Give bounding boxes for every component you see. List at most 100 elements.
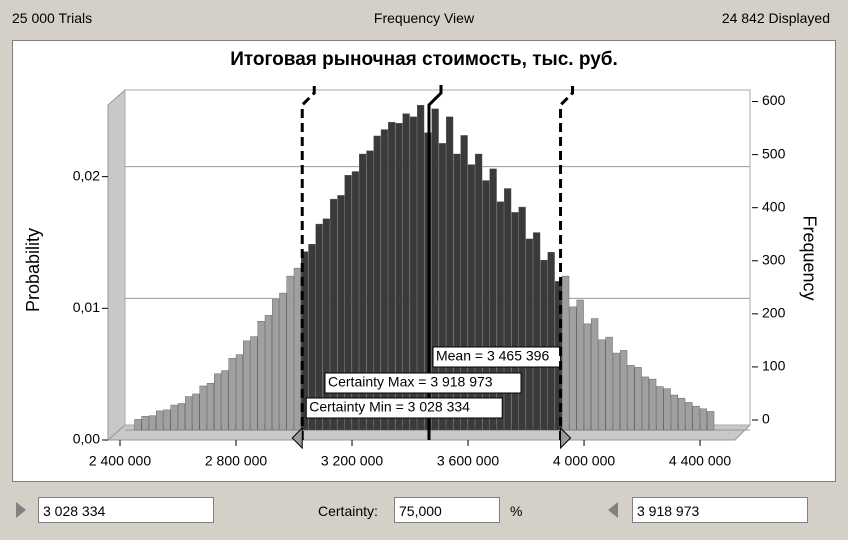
- y-tick-label: 0,01: [73, 299, 100, 315]
- bar: [699, 408, 707, 431]
- bar: [685, 402, 693, 431]
- y2-tick-label: 400: [762, 198, 786, 214]
- x-tick-label: 3 600 000: [437, 453, 499, 469]
- certainty-field[interactable]: 75,000: [394, 497, 500, 523]
- bar: [330, 198, 338, 431]
- bar: [293, 267, 301, 431]
- bar: [620, 350, 628, 431]
- bar: [308, 244, 316, 431]
- bar: [504, 188, 512, 431]
- y2-tick-label: 600: [762, 92, 786, 108]
- y-tick-label: 0,02: [73, 167, 100, 183]
- y2-tick-label: 0: [762, 411, 770, 427]
- bar: [235, 354, 243, 431]
- bar: [489, 168, 497, 431]
- bar: [185, 396, 193, 431]
- bar: [395, 123, 403, 431]
- bar: [576, 299, 584, 431]
- marker-label: Mean = 3 465 396: [436, 348, 549, 364]
- bar: [641, 376, 649, 431]
- y2-axis-label: Frequency: [799, 215, 819, 300]
- bar: [598, 339, 606, 431]
- bar: [243, 340, 251, 431]
- bar: [373, 135, 381, 431]
- x-tick-label: 2 800 000: [205, 453, 267, 469]
- certainty-max-line: [559, 85, 575, 440]
- bar: [156, 410, 164, 431]
- bar: [692, 405, 700, 431]
- bar: [206, 383, 214, 431]
- bar: [496, 201, 504, 431]
- x-tick-label: 2 400 000: [89, 453, 151, 469]
- view-name: Frequency View: [373, 10, 475, 26]
- min-field[interactable]: 3 028 334: [38, 497, 214, 523]
- bar: [315, 223, 323, 431]
- bar: [467, 164, 475, 431]
- certainty-min-line: [300, 85, 316, 440]
- x-tick-label: 4 400 000: [669, 453, 731, 469]
- bar: [192, 393, 200, 431]
- certainty-label: Certainty:: [318, 503, 378, 519]
- bar: [359, 153, 367, 431]
- marker-label-box: [324, 372, 522, 394]
- y2-tick-label: 500: [762, 145, 786, 161]
- bar: [199, 385, 207, 431]
- bar: [286, 275, 294, 431]
- bar: [228, 358, 236, 431]
- bar: [177, 403, 185, 431]
- marker-label: Certainty Max = 3 918 973: [328, 374, 493, 390]
- bar: [409, 116, 417, 431]
- bar: [649, 378, 657, 431]
- marker-label-box: [432, 346, 562, 368]
- bar: [438, 143, 446, 431]
- bar: [250, 336, 258, 431]
- bar: [475, 153, 483, 431]
- bar: [460, 135, 468, 431]
- bar: [678, 397, 686, 431]
- bar: [264, 315, 272, 431]
- bar: [388, 121, 396, 431]
- max-arrow: [608, 502, 618, 518]
- bar: [627, 365, 635, 431]
- mean-line: [427, 85, 443, 440]
- bar: [525, 238, 533, 431]
- bar: [612, 352, 620, 431]
- bar: [163, 409, 171, 431]
- bar: [170, 404, 178, 431]
- bar: [402, 113, 410, 431]
- bar: [272, 299, 280, 431]
- y2-tick-label: 200: [762, 305, 786, 321]
- x-tick-label: 4 000 000: [553, 453, 615, 469]
- marker-label-box: [305, 397, 503, 419]
- left-wall: [107, 88, 126, 442]
- bar: [511, 212, 519, 431]
- bar: [583, 323, 591, 431]
- bar: [605, 336, 613, 431]
- chart-title: Итоговая рыночная стоимость, тыс. руб.: [230, 49, 618, 70]
- y-tick-label: 0,00: [73, 431, 100, 447]
- bar: [214, 373, 222, 431]
- bar: [518, 206, 526, 431]
- bar: [257, 320, 265, 431]
- certainty-grabber: [291, 426, 303, 450]
- bar: [656, 386, 664, 431]
- bar: [279, 292, 287, 431]
- bar: [533, 232, 541, 431]
- bar: [670, 394, 678, 431]
- trials: 25 000 Trials: [12, 10, 93, 26]
- y2-tick-label: 100: [762, 358, 786, 374]
- bar: [663, 388, 671, 431]
- bar: [547, 251, 555, 431]
- y-axis-label: Probability: [23, 228, 43, 312]
- min-arrow: [16, 502, 26, 518]
- percent-label: %: [510, 503, 523, 519]
- bar: [453, 153, 461, 431]
- bar: [148, 415, 156, 431]
- bar: [431, 108, 439, 431]
- bar: [366, 150, 374, 431]
- bar: [562, 275, 570, 431]
- bar: [322, 218, 330, 431]
- max-field[interactable]: 3 918 973: [632, 497, 808, 523]
- bar: [540, 259, 548, 431]
